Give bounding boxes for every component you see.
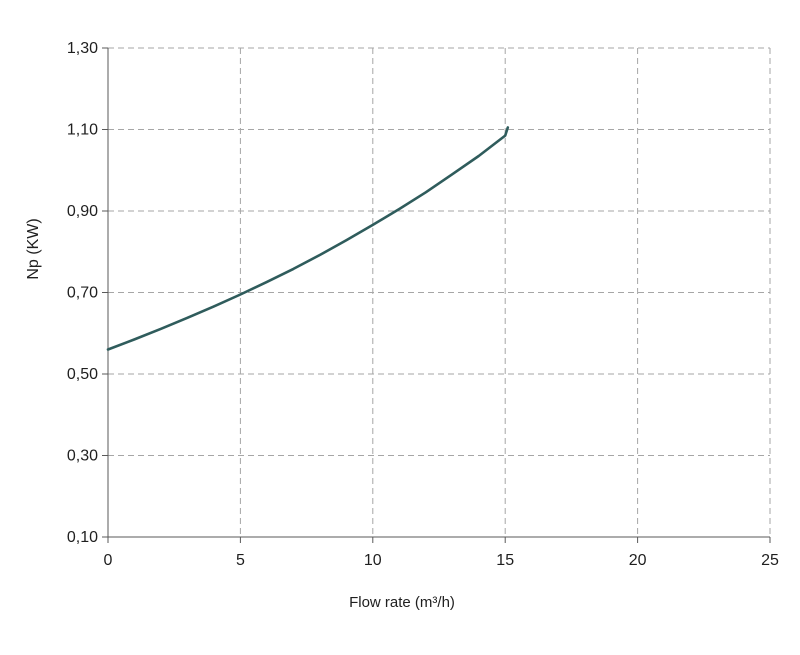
x-axis-title: Flow rate (m³/h) [349, 594, 455, 611]
y-tick-label: 0,90 [67, 203, 98, 220]
x-tick-label: 10 [364, 552, 382, 569]
x-tick-label: 15 [496, 552, 514, 569]
x-tick-label: 5 [236, 552, 245, 569]
axes [102, 47, 771, 543]
y-tick-label: 0,50 [67, 366, 98, 383]
series-line [106, 126, 510, 351]
y-tick-label: 1,10 [67, 122, 98, 139]
y-tick-label: 1,30 [67, 40, 98, 57]
x-tick-label: 20 [629, 552, 647, 569]
x-tick-label: 25 [761, 552, 779, 569]
y-axis-title: Np (KW) [25, 218, 42, 279]
x-tick-label: 0 [104, 552, 113, 569]
y-tick-label: 0,70 [67, 285, 98, 302]
grid [108, 47, 771, 537]
tick-labels: 0,10 0,30 0,50 0,70 0,90 1,10 1,30 0 5 10 15 20 25 [67, 40, 779, 569]
y-tick-label: 0,30 [67, 448, 98, 465]
series-lines [106, 126, 510, 351]
y-tick-label: 0,10 [67, 529, 98, 546]
